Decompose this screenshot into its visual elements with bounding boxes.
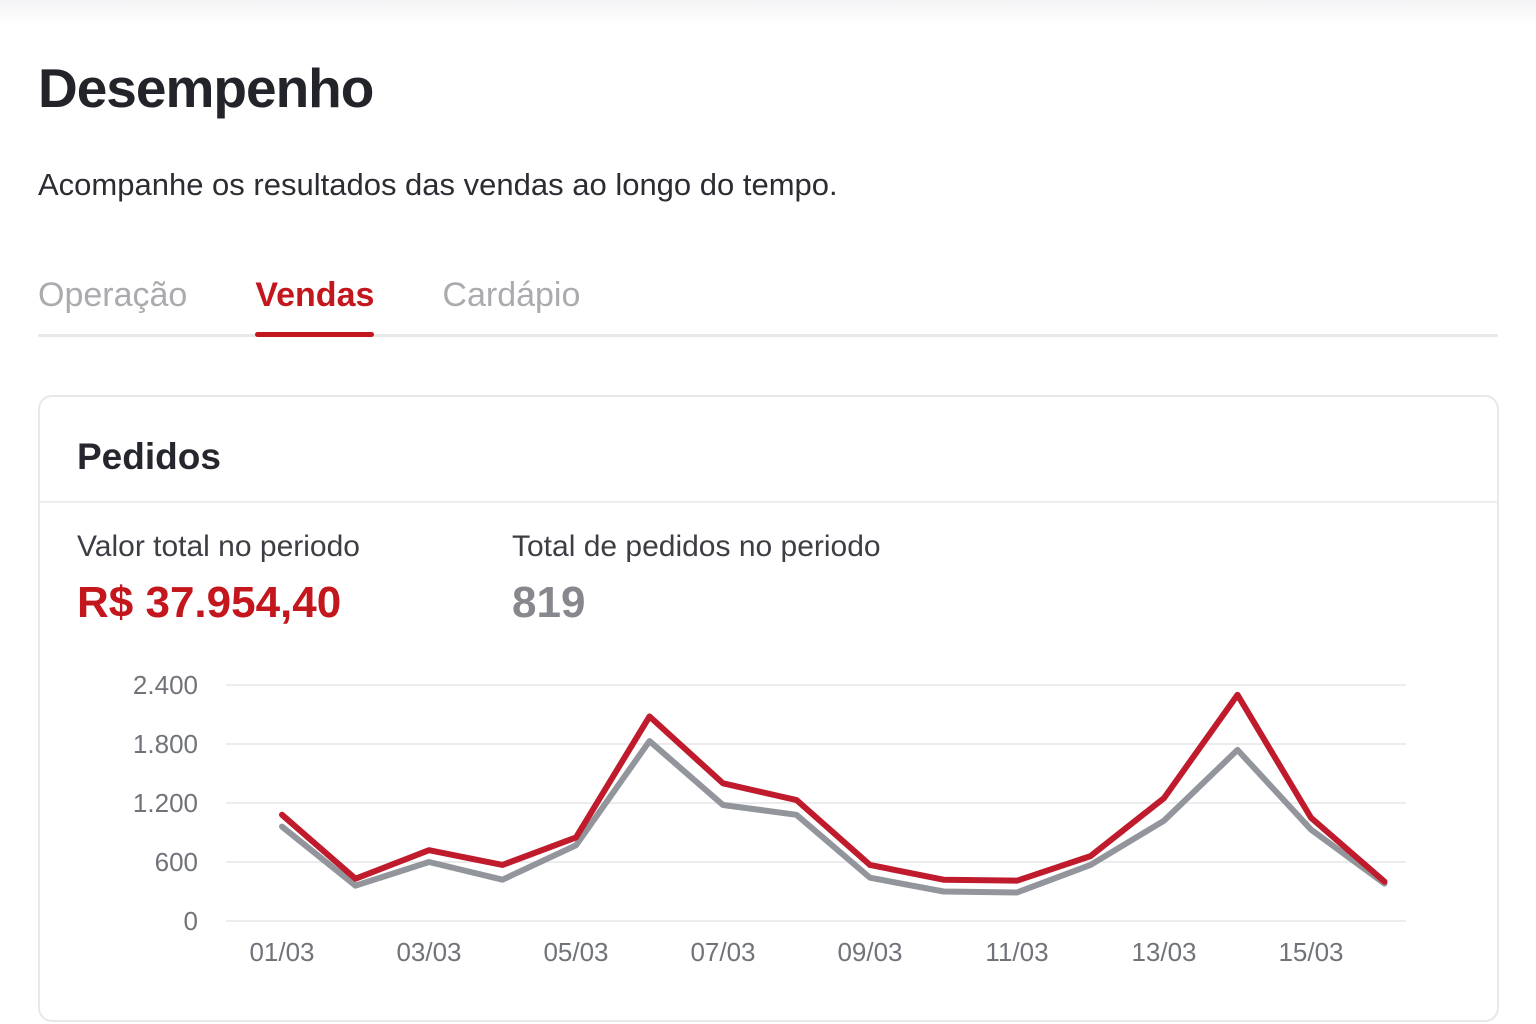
x-tick-label: 15/03 bbox=[1278, 937, 1343, 967]
x-tick-label: 11/03 bbox=[985, 937, 1048, 967]
x-tick-label: 03/03 bbox=[396, 937, 461, 967]
performance-page: Desempenho Acompanhe os resultados das v… bbox=[0, 58, 1536, 1022]
window-top-strip bbox=[0, 0, 1536, 24]
orders-chart: 0 600 1.200 1.800 2.400 01/03 03/03 05/03 07/03 0… bbox=[40, 653, 1497, 1020]
stat-total-value-label: Valor total no periodo bbox=[77, 529, 360, 563]
stat-total-orders-count: 819 bbox=[512, 577, 586, 627]
x-tick-label: 13/03 bbox=[1131, 937, 1196, 967]
x-tick-label: 05/03 bbox=[543, 937, 608, 967]
tab-vendas[interactable]: Vendas bbox=[255, 275, 375, 337]
orders-card: Pedidos Valor total no periodo R$ 37.954… bbox=[38, 394, 1499, 1022]
series-line-red bbox=[279, 691, 1388, 885]
y-tick-label: 1.200 bbox=[133, 788, 198, 818]
stat-total-value: Valor total no periodo R$ 37.954,40 bbox=[77, 529, 512, 629]
tab-operacao[interactable]: Operação bbox=[38, 275, 188, 314]
tab-bar: Operação Vendas Cardápio bbox=[38, 275, 1498, 337]
stats-row: Valor total no periodo R$ 37.954,40 Tota… bbox=[40, 503, 1497, 629]
y-tick-label: 600 bbox=[155, 847, 198, 877]
x-tick-label: 01/03 bbox=[249, 937, 314, 967]
page-subtitle: Acompanhe os resultados das vendas ao lo… bbox=[38, 166, 838, 202]
card-divider bbox=[40, 500, 1497, 503]
x-tick-label: 07/03 bbox=[690, 937, 755, 967]
series-line-gray bbox=[279, 737, 1388, 895]
stat-total-value-amount: R$ 37.954,40 bbox=[77, 577, 342, 627]
orders-chart-svg: 0 600 1.200 1.800 2.400 01/03 03/03 05/03 07/03 0… bbox=[133, 670, 1406, 967]
tab-cardapio[interactable]: Cardápio bbox=[442, 275, 581, 314]
stat-total-orders: Total de pedidos no periodo 819 bbox=[512, 529, 947, 629]
y-tick-label: 1.800 bbox=[133, 729, 198, 759]
stat-total-orders-label: Total de pedidos no periodo bbox=[512, 529, 881, 563]
x-tick-label: 09/03 bbox=[837, 937, 902, 967]
page-title: Desempenho bbox=[38, 57, 374, 119]
y-tick-label: 2.400 bbox=[133, 670, 198, 700]
orders-card-title: Pedidos bbox=[77, 435, 221, 477]
y-tick-label: 0 bbox=[184, 906, 198, 936]
